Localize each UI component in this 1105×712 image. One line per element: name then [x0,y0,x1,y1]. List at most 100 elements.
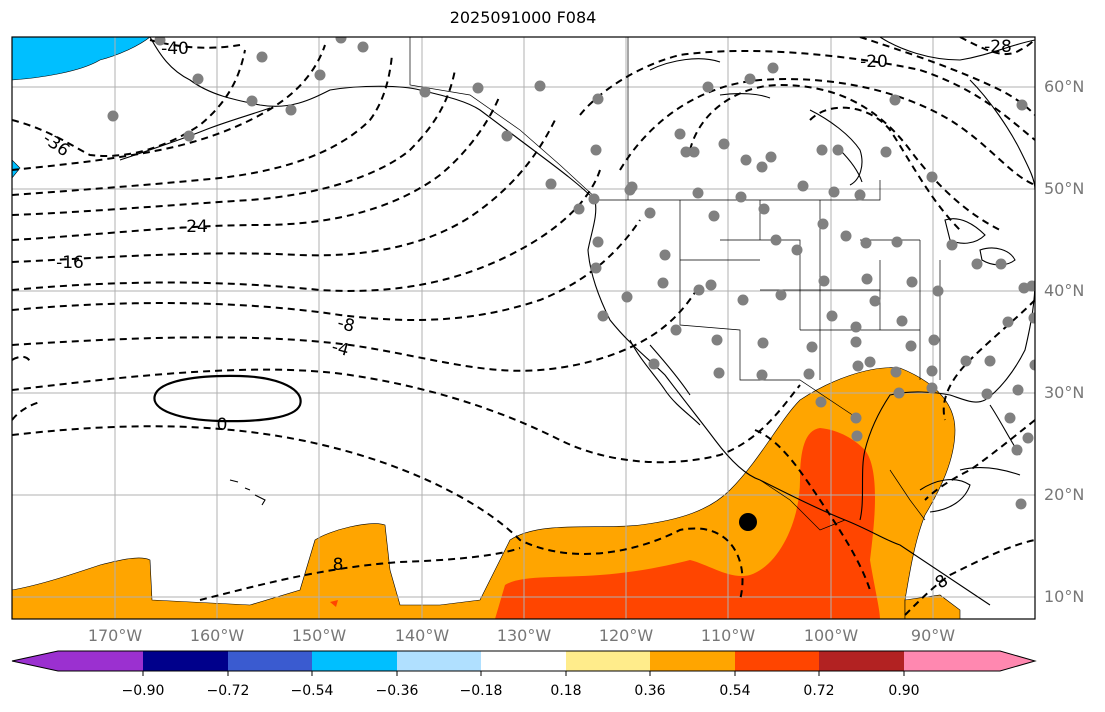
station-marker [713,367,725,379]
station-marker [590,262,602,274]
station-marker [818,275,830,287]
shading-red-region [495,428,880,619]
contour-zero [153,374,302,423]
station-marker [960,355,972,367]
station-marker [501,130,513,142]
latitude-label: 60°N [1044,77,1085,96]
station-marker [775,289,787,301]
colorbar-tick-label: 0.90 [888,683,920,699]
station-marker [1012,384,1024,396]
station-marker [896,315,908,327]
station-markers [107,37,1035,510]
longitude-label: 110°W [700,626,756,645]
station-marker [850,412,862,424]
station-marker [335,37,347,44]
station-marker [932,285,944,297]
station-marker [740,154,752,166]
colorbar-tick-label: −0.36 [375,683,419,699]
colorbar-segment [228,651,312,671]
latitude-label: 10°N [1044,587,1085,606]
station-marker [905,340,917,352]
station-marker [1015,498,1027,510]
station-marker [592,236,604,248]
station-marker [1016,99,1028,111]
station-marker [708,210,720,222]
longitude-label: 120°W [598,626,654,645]
station-marker [995,258,1007,270]
latitude-label: 40°N [1044,281,1085,300]
station-marker [693,284,705,296]
contour-label: -20 [860,52,888,72]
station-marker [815,396,827,408]
station-marker [832,144,844,156]
station-marker [906,276,918,288]
station-marker [828,186,840,198]
coastlines [119,37,1035,606]
station-marker [624,184,636,196]
station-marker [588,193,600,205]
station-marker [1011,444,1023,456]
station-marker [926,365,938,377]
colorbar-tick-label: −0.18 [459,683,503,699]
station-marker [826,310,838,322]
station-marker [1028,312,1035,324]
station-marker [803,368,815,380]
station-marker [758,203,770,215]
station-marker [1022,432,1034,444]
station-marker [889,94,901,106]
station-marker [767,62,779,74]
latitude-label: 30°N [1044,383,1085,402]
station-marker [890,366,902,378]
station-marker [770,234,782,246]
station-marker [419,86,431,98]
station-marker [737,294,749,306]
longitude-label: 160°W [189,626,245,645]
colorbar-segment [397,651,481,671]
storm-center-marker [739,513,757,531]
colorbar-tick-label: −0.54 [290,683,334,699]
station-marker [861,273,873,285]
station-marker [545,178,557,190]
station-marker [1026,280,1035,292]
station-marker [744,73,756,85]
station-marker [597,310,609,322]
map-canvas: -40 -36 -24 -16 -8 -4 0 -20 -28 8 8 [11,36,1036,620]
station-marker [840,230,852,242]
latitude-label: 20°N [1044,485,1085,504]
station-marker [659,249,671,261]
map-frame [11,36,1036,620]
station-marker [718,138,730,150]
station-marker [472,82,484,94]
longitude-label: 170°W [87,626,143,645]
station-marker [817,218,829,230]
contour-label: 8 [333,555,344,575]
colorbar-tick-label: −0.72 [206,683,250,699]
station-marker [757,337,769,349]
station-marker [357,41,369,53]
station-marker [735,191,747,203]
longitude-label: 140°W [394,626,450,645]
contour-label: -24 [180,217,208,237]
station-marker [806,341,818,353]
colorbar-segment [12,651,143,671]
station-marker [702,81,714,93]
longitude-label: 150°W [291,626,347,645]
station-marker [621,291,633,303]
colorbar-tick-label: 0.72 [803,683,835,699]
station-marker [880,146,892,158]
station-marker [1002,316,1014,328]
station-marker [107,110,119,122]
station-marker [1029,359,1035,371]
station-marker [314,69,326,81]
contour-label: -16 [56,253,84,273]
colorbar [11,650,1037,676]
station-marker [674,128,686,140]
colorbar-segment [312,651,397,671]
contour-label: -4 [329,337,351,361]
station-marker [791,244,803,256]
station-marker [869,295,881,307]
contour-label: -8 [335,313,357,337]
contour-label: -40 [161,39,189,59]
contour-label: 0 [217,415,228,435]
colorbar-segment [650,651,735,671]
